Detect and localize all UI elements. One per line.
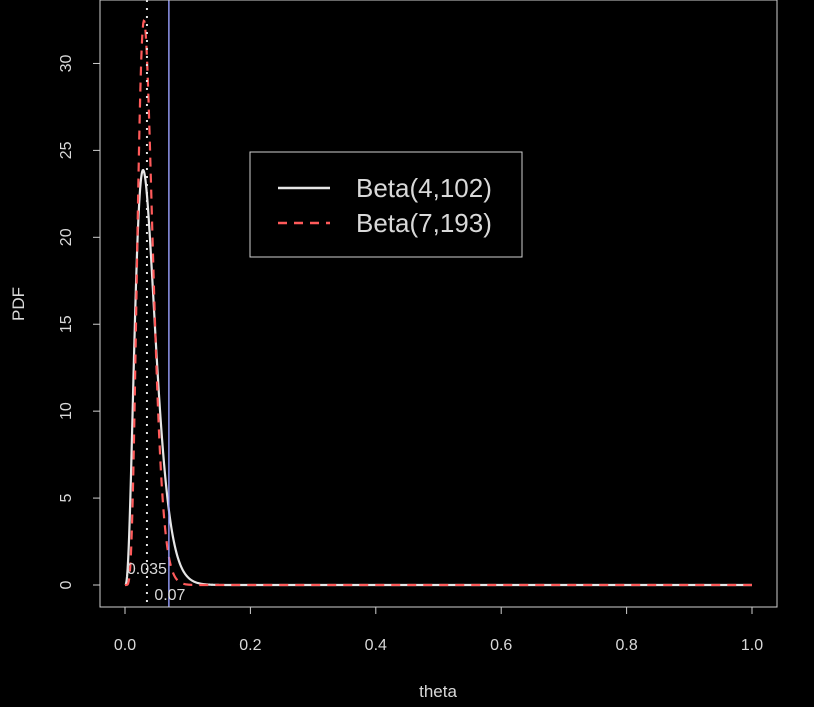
y-tick-label: 25	[58, 141, 75, 159]
x-axis-title: theta	[419, 682, 457, 701]
y-tick-label: 10	[58, 402, 75, 420]
x-tick-label: 0.0	[114, 637, 136, 654]
x-tick-label: 0.8	[615, 637, 637, 654]
legend-label-beta-7-193: Beta(7,193)	[356, 208, 492, 238]
x-tick-label: 0.2	[239, 637, 261, 654]
curve-layer	[124, 19, 752, 587]
legend-label-beta-4-102: Beta(4,102)	[356, 173, 492, 203]
x-tick-label: 0.4	[365, 637, 387, 654]
y-axis-title: PDF	[9, 287, 28, 321]
plot-frame	[99, 0, 778, 608]
x-axis: 0.0 0.2 0.4 0.6 0.8 1.0	[114, 606, 763, 654]
y-axis: 0 5 10 15 20 25 30	[58, 54, 101, 589]
reference-line-layer: 0.035 0.07	[127, 0, 186, 607]
y-tick-label: 5	[58, 494, 75, 503]
y-tick-label: 15	[58, 315, 75, 333]
reference-label-0-07: 0.07	[154, 587, 185, 604]
y-tick-label: 30	[58, 54, 75, 72]
legend-box	[249, 151, 523, 258]
x-tick-label: 0.6	[490, 637, 512, 654]
reference-label-0-035: 0.035	[127, 561, 167, 578]
y-tick-label: 20	[58, 228, 75, 246]
legend: Beta(4,102) Beta(7,193)	[249, 151, 523, 258]
series-line-beta-7-193	[125, 19, 752, 587]
x-tick-label: 1.0	[741, 637, 763, 654]
y-tick-label: 0	[58, 580, 75, 589]
